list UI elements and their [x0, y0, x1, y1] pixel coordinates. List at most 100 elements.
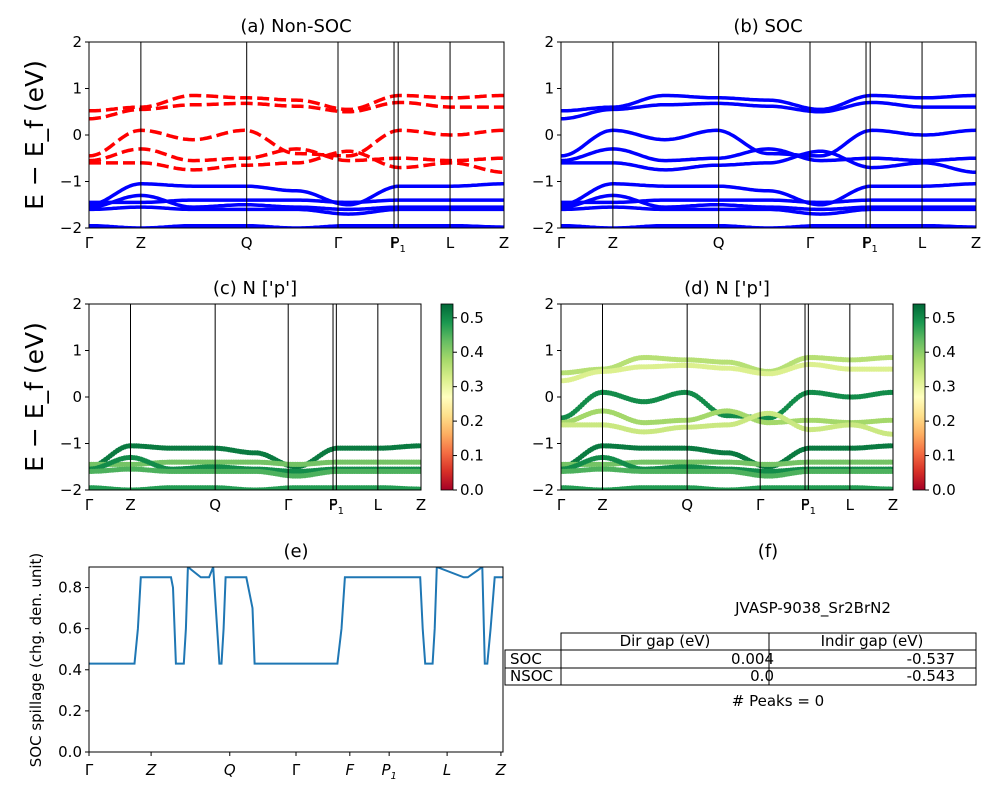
panel-b-bands	[561, 93, 976, 228]
x-tick-label: L	[443, 761, 451, 779]
band-line-1	[89, 100, 504, 121]
kpoint-label: Q	[713, 234, 725, 252]
row-nsoc-label: NSOC	[510, 667, 553, 685]
y-tick-label: 0.8	[58, 579, 82, 597]
x-tick-label: P1	[381, 761, 396, 782]
y-tick-label: 1	[72, 342, 82, 360]
panel-a-xticks: Γ Z Q Γ FP1 L Z	[85, 42, 509, 255]
header-dir-gap: Dir gap (eV)	[620, 632, 711, 650]
kpoint-label: Γ	[806, 234, 815, 252]
band-point-4	[890, 431, 893, 437]
kpoint-label: Z	[971, 234, 981, 252]
kpoint-label: Z	[608, 234, 618, 252]
y-tick-label: 0.6	[58, 620, 82, 638]
panel-d-projected: (d) N ['p'] 210−1−2 Γ Z Q Γ FP1 L Z 0.50.40.30…	[532, 278, 956, 517]
y-tick-label: 0.2	[58, 702, 82, 720]
panel-f-summary: (f) JVASP-9038_Sr2BrN2 Dir gap (eV) Indi…	[504, 541, 977, 710]
kpoint-label: L	[374, 496, 383, 514]
x-tick-label: Z	[495, 761, 507, 779]
panel-d-colorbar-ticks: 0.5 0.4 0.3 0.2 0.1 0.0	[925, 309, 956, 499]
colorbar-tick-label: 0.3	[460, 378, 484, 396]
panel-a-ylabel: E − E_f (eV)	[20, 60, 49, 210]
y-tick-label: 2	[72, 33, 82, 51]
kpoint-label: Q	[209, 496, 221, 514]
band-line-2	[561, 128, 976, 158]
row-nsoc-indir: -0.543	[907, 667, 955, 685]
y-tick-label: 0	[544, 126, 554, 144]
kpoint-label: Q	[681, 496, 693, 514]
kpoint-label: L	[846, 496, 855, 514]
band-line-9	[561, 223, 976, 228]
panel-c-xticks: Γ Z Q Γ FP1 L Z	[85, 304, 426, 517]
panel-c-title: (c) N ['p']	[213, 278, 297, 299]
colorbar-tick-label: 0.0	[932, 481, 956, 499]
panel-c-projected: (c) N ['p'] 210−1−2 Γ Z Q Γ FP1 L Z 0.50.40.30…	[60, 278, 484, 517]
band-point-1	[890, 366, 893, 372]
panel-c-yticks: 2 1 0 −1 −2	[60, 295, 89, 499]
band-point-3	[418, 468, 421, 474]
band-point-0	[418, 443, 421, 449]
kpoint-label: F	[862, 234, 871, 252]
y-tick-label: −1	[60, 173, 82, 191]
band-point-5	[890, 443, 893, 449]
y-tick-label: −2	[532, 481, 554, 499]
band-point-4	[418, 486, 421, 490]
material-id: JVASP-9038_Sr2BrN2	[734, 599, 891, 618]
panel-d-colorbar	[912, 303, 926, 491]
panel-a-title: (a) Non-SOC	[240, 16, 351, 37]
band-point-1	[418, 459, 421, 465]
band-point-3	[890, 417, 893, 423]
panel-e-ylabel: SOC spillage (chg. den. unit)	[27, 553, 45, 768]
colorbar-tick-label: 0.1	[460, 447, 484, 465]
panel-c-bands	[89, 443, 421, 490]
colorbar-tick-label: 0.4	[932, 343, 956, 361]
y-tick-label: −1	[532, 435, 554, 453]
y-tick-label: 0	[72, 388, 82, 406]
x-tick-label: Γ	[292, 761, 301, 779]
y-tick-label: 2	[544, 295, 554, 313]
row-nsoc-dir: 0.0	[750, 667, 774, 685]
kpoint-label: Z	[499, 234, 509, 252]
panel-e-xticks: Γ Z Q Γ F P1 L Z	[85, 752, 507, 782]
y-tick-label: 2	[72, 295, 82, 313]
colorbar-tick-label: 0.0	[460, 481, 484, 499]
kpoint-label: Γ	[85, 496, 94, 514]
band-line-1	[561, 100, 976, 121]
y-tick-label: −2	[532, 219, 554, 237]
panel-f-title: (f)	[758, 541, 778, 562]
kpoint-label: Γ	[557, 234, 566, 252]
kpoint-label: Z	[597, 496, 607, 514]
band-line-9	[89, 223, 504, 228]
x-tick-label: Q	[224, 761, 236, 779]
panel-b-soc: (b) SOC 2 1 0 −1 −2 Γ Z Q Γ FP1 L Z	[532, 16, 981, 255]
panel-e-yticks: 0.0 0.2 0.4 0.6 0.8	[58, 579, 89, 761]
band-line-4	[89, 149, 504, 174]
y-tick-label: 0	[544, 388, 554, 406]
band-line-2	[89, 128, 504, 158]
row-soc-indir: -0.537	[907, 650, 955, 668]
y-tick-label: 1	[544, 80, 554, 98]
band-point-8	[890, 468, 893, 474]
kpoint-label: P1	[801, 496, 816, 517]
panel-d-xticks: Γ Z Q Γ FP1 L Z	[557, 304, 898, 517]
y-tick-label: −2	[60, 481, 82, 499]
kpoint-label: F	[390, 234, 399, 252]
colorbar-tick-label: 0.1	[932, 447, 956, 465]
band-line-3	[89, 147, 504, 163]
y-tick-label: 0.4	[58, 661, 82, 679]
panel-a-yticks: 2 1 0 −1 −2	[60, 33, 89, 237]
band-point-0	[890, 354, 893, 361]
spillage-line	[89, 567, 503, 665]
y-tick-label: 0	[72, 126, 82, 144]
band-line-3	[561, 147, 976, 163]
kpoint-label: Γ	[85, 234, 94, 252]
kpoint-label: Γ	[756, 496, 765, 514]
panel-c-ylabel: E − E_f (eV)	[20, 322, 49, 472]
band-line-4	[561, 149, 976, 174]
colorbar-tick-label: 0.2	[460, 412, 484, 430]
gap-table: Dir gap (eV) Indir gap (eV) SOC 0.004 -0…	[504, 632, 977, 686]
y-tick-label: 0.0	[58, 743, 82, 761]
x-tick-label: Z	[145, 761, 157, 779]
colorbar-tick-label: 0.5	[932, 309, 956, 327]
